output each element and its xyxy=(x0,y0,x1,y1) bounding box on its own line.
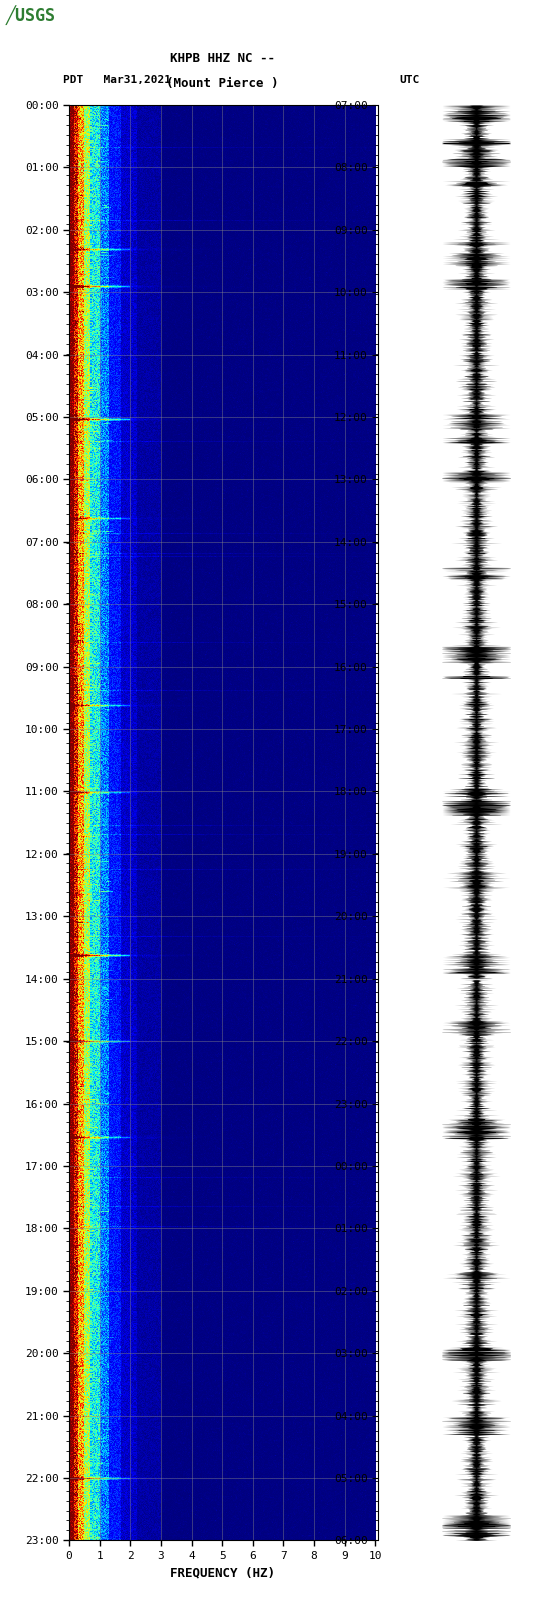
X-axis label: FREQUENCY (HZ): FREQUENCY (HZ) xyxy=(169,1566,275,1579)
Text: UTC: UTC xyxy=(400,76,420,85)
Text: KHPB HHZ NC --: KHPB HHZ NC -- xyxy=(169,52,275,65)
Text: (Mount Pierce ): (Mount Pierce ) xyxy=(166,77,278,90)
Text: ╱USGS: ╱USGS xyxy=(6,5,56,24)
Text: PDT   Mar31,2021: PDT Mar31,2021 xyxy=(63,76,172,85)
